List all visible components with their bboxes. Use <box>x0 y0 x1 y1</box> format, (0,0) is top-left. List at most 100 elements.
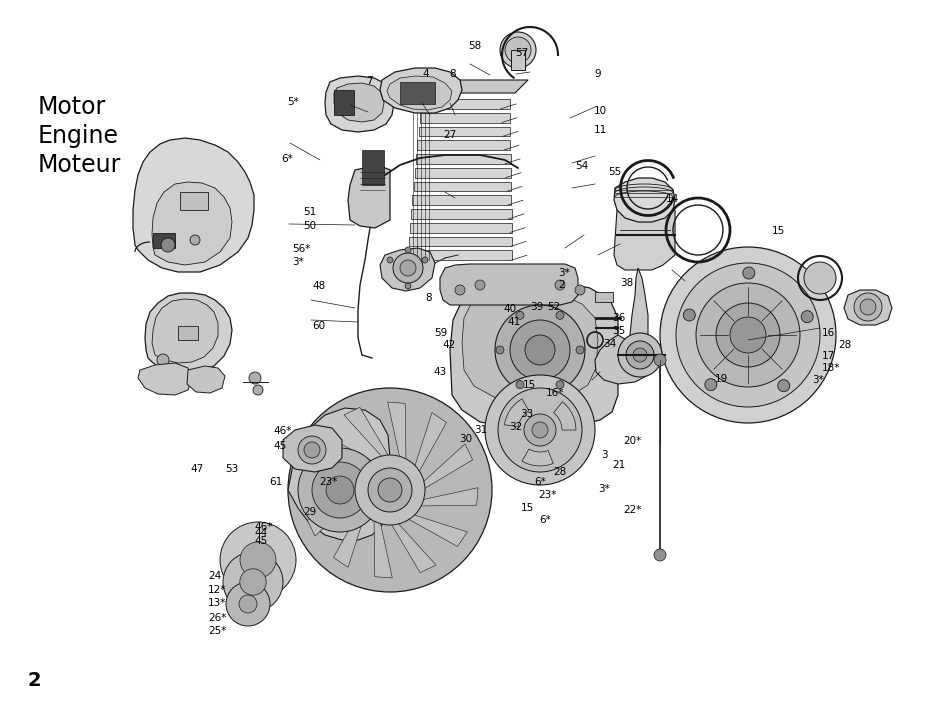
Text: 44: 44 <box>254 528 267 538</box>
Text: 23*: 23* <box>538 490 556 500</box>
Text: 19: 19 <box>714 374 727 384</box>
FancyBboxPatch shape <box>417 140 510 150</box>
Circle shape <box>510 320 569 380</box>
FancyBboxPatch shape <box>400 82 435 104</box>
Polygon shape <box>301 474 362 492</box>
Circle shape <box>392 253 423 283</box>
Circle shape <box>654 549 666 561</box>
FancyBboxPatch shape <box>410 223 512 233</box>
Text: 8: 8 <box>449 69 455 79</box>
Polygon shape <box>324 76 394 132</box>
Polygon shape <box>553 402 576 430</box>
FancyBboxPatch shape <box>411 209 511 219</box>
Text: 30: 30 <box>459 434 472 443</box>
Circle shape <box>404 247 411 253</box>
Circle shape <box>454 285 464 295</box>
Text: 22*: 22* <box>623 505 641 515</box>
Polygon shape <box>307 490 358 536</box>
Text: 53: 53 <box>225 464 238 474</box>
Polygon shape <box>462 292 597 400</box>
Circle shape <box>355 455 425 525</box>
Circle shape <box>531 422 548 438</box>
Polygon shape <box>410 80 527 93</box>
Circle shape <box>304 442 320 458</box>
Circle shape <box>575 285 584 295</box>
Text: 59: 59 <box>434 329 447 338</box>
Polygon shape <box>348 165 389 228</box>
Polygon shape <box>417 488 477 506</box>
Circle shape <box>682 309 694 321</box>
Polygon shape <box>439 264 578 305</box>
Circle shape <box>485 375 594 485</box>
Text: 9: 9 <box>593 69 600 79</box>
Text: 3*: 3* <box>598 484 610 494</box>
Circle shape <box>239 595 257 613</box>
Text: 26*: 26* <box>208 613 226 623</box>
Polygon shape <box>387 402 405 462</box>
Text: 51: 51 <box>303 207 316 217</box>
Circle shape <box>554 280 565 290</box>
FancyBboxPatch shape <box>413 182 511 191</box>
Text: 48: 48 <box>312 281 325 291</box>
Text: 34: 34 <box>603 339 616 349</box>
Text: 12*: 12* <box>208 585 226 595</box>
Circle shape <box>504 37 530 63</box>
Circle shape <box>400 260 415 276</box>
Polygon shape <box>387 76 451 110</box>
Polygon shape <box>138 363 192 395</box>
Circle shape <box>298 448 382 532</box>
Polygon shape <box>614 210 674 270</box>
Circle shape <box>803 262 835 294</box>
Text: 10: 10 <box>593 106 606 116</box>
Polygon shape <box>594 335 652 384</box>
Circle shape <box>325 476 353 504</box>
Circle shape <box>253 385 262 395</box>
Text: 36: 36 <box>612 313 625 323</box>
Text: 52: 52 <box>547 302 560 312</box>
Text: 45: 45 <box>254 537 267 546</box>
Text: 15: 15 <box>520 503 533 513</box>
Circle shape <box>298 436 325 464</box>
FancyBboxPatch shape <box>334 90 353 115</box>
Circle shape <box>576 346 583 354</box>
Text: 55: 55 <box>607 167 620 177</box>
Circle shape <box>515 312 524 319</box>
FancyBboxPatch shape <box>407 250 512 260</box>
Polygon shape <box>413 412 446 474</box>
Text: 21: 21 <box>612 460 625 470</box>
Circle shape <box>654 354 666 366</box>
Polygon shape <box>379 248 435 291</box>
Circle shape <box>160 238 175 252</box>
Polygon shape <box>333 506 365 568</box>
Text: 50: 50 <box>303 221 316 231</box>
Text: 14: 14 <box>666 194 679 204</box>
Circle shape <box>743 267 754 279</box>
Polygon shape <box>521 449 552 466</box>
Circle shape <box>387 257 392 263</box>
FancyBboxPatch shape <box>420 113 510 123</box>
FancyBboxPatch shape <box>421 99 509 109</box>
Text: 20*: 20* <box>623 436 641 446</box>
Text: 2: 2 <box>28 671 42 690</box>
FancyBboxPatch shape <box>153 233 175 248</box>
Text: 6*: 6* <box>539 515 551 525</box>
Circle shape <box>495 346 503 354</box>
Text: 23*: 23* <box>319 477 337 487</box>
Polygon shape <box>379 68 462 113</box>
Circle shape <box>632 348 646 362</box>
Polygon shape <box>312 434 374 466</box>
Circle shape <box>626 341 654 369</box>
Text: 42: 42 <box>442 341 455 350</box>
Polygon shape <box>614 178 674 222</box>
FancyBboxPatch shape <box>413 195 511 205</box>
Circle shape <box>157 354 169 366</box>
Text: 3*: 3* <box>292 257 304 267</box>
FancyBboxPatch shape <box>416 154 510 164</box>
Text: 35: 35 <box>612 326 625 336</box>
Polygon shape <box>629 268 647 355</box>
Text: 40: 40 <box>503 305 516 314</box>
Circle shape <box>287 388 491 592</box>
Text: 41: 41 <box>507 317 520 327</box>
Text: 56*: 56* <box>292 244 311 254</box>
Text: 38: 38 <box>619 278 632 288</box>
